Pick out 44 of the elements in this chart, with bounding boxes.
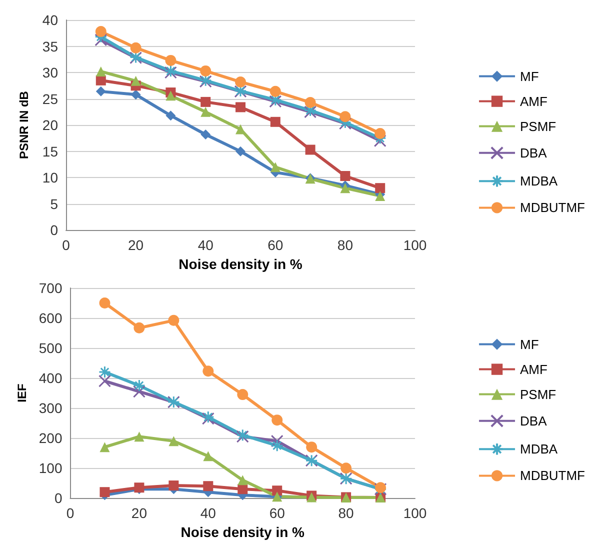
y-tick-label: 25: [42, 90, 58, 107]
legend-label: DBA: [520, 413, 548, 428]
y-tick-label: 10: [42, 170, 58, 186]
y-axis-title: IEF: [15, 384, 29, 402]
x-tick-label: 80: [338, 505, 354, 522]
legend-label: MF: [520, 68, 539, 84]
y-tick-label: 200: [38, 430, 62, 446]
legend-label: PSMF: [520, 386, 556, 402]
y-tick-label: 30: [42, 64, 58, 81]
legend-label: MF: [520, 336, 539, 352]
y-tick-label: 600: [38, 310, 62, 326]
legend-label: MDBA: [520, 442, 558, 457]
y-tick-label: 400: [38, 370, 62, 386]
y-axis-title: PSNR IN dB: [17, 90, 31, 160]
x-tick-label: 20: [131, 505, 148, 522]
x-tick-label: 60: [268, 237, 284, 254]
legend-label: MDBUTMF: [520, 200, 586, 216]
x-axis-title: Noise density in %: [180, 524, 306, 540]
y-tick-label: 0: [54, 490, 62, 506]
x-tick-label: 20: [128, 237, 144, 254]
x-tick-label: 80: [337, 237, 354, 254]
y-tick-label: 20: [42, 117, 58, 134]
x-tick-label: 0: [66, 505, 74, 522]
y-tick-label: 0: [50, 222, 58, 238]
y-tick-label: 40: [42, 12, 58, 28]
legend-label: MDBA: [520, 174, 558, 189]
y-tick-label: 700: [38, 280, 62, 296]
y-tick-label: 35: [42, 38, 58, 54]
x-tick-label: 100: [403, 505, 427, 522]
x-axis-title: Noise density in %: [178, 256, 303, 272]
legend-label: AMF: [520, 94, 548, 109]
x-tick-label: 100: [403, 237, 427, 254]
legend-label: AMF: [520, 362, 548, 377]
x-tick-label: 40: [198, 237, 214, 254]
x-tick-label: 60: [269, 505, 286, 522]
legend-label: MDBUTMF: [520, 468, 586, 484]
y-tick-label: 300: [38, 400, 62, 416]
y-tick-label: 100: [38, 460, 62, 476]
legend-label: PSMF: [520, 118, 556, 134]
y-tick-label: 5: [50, 196, 58, 212]
y-tick-label: 15: [42, 143, 58, 160]
y-tick-label: 500: [38, 340, 62, 356]
legend-label: DBA: [520, 145, 548, 160]
x-tick-label: 40: [200, 505, 216, 522]
